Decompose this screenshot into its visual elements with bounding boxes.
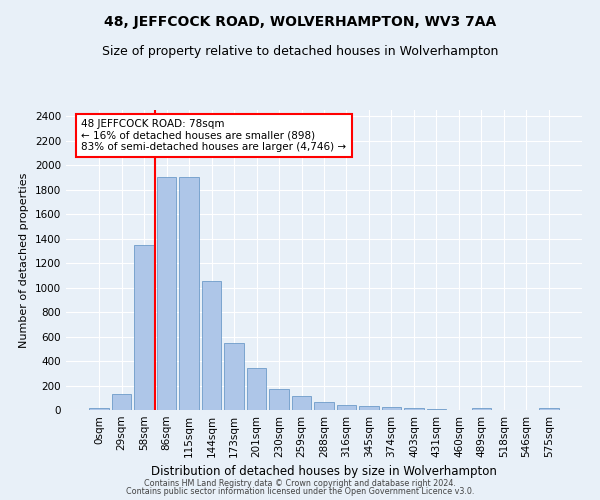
Bar: [292, 396, 311, 410]
Bar: [404, 408, 424, 410]
Bar: [269, 388, 289, 410]
Bar: [89, 408, 109, 410]
Bar: [472, 408, 491, 410]
Bar: [539, 408, 559, 410]
X-axis label: Distribution of detached houses by size in Wolverhampton: Distribution of detached houses by size …: [151, 466, 497, 478]
Text: 48, JEFFCOCK ROAD, WOLVERHAMPTON, WV3 7AA: 48, JEFFCOCK ROAD, WOLVERHAMPTON, WV3 7A…: [104, 15, 496, 29]
Bar: [382, 407, 401, 410]
Bar: [247, 368, 266, 410]
Text: Contains HM Land Registry data © Crown copyright and database right 2024.: Contains HM Land Registry data © Crown c…: [144, 478, 456, 488]
Bar: [202, 282, 221, 410]
Bar: [112, 394, 131, 410]
Bar: [427, 409, 446, 410]
Y-axis label: Number of detached properties: Number of detached properties: [19, 172, 29, 348]
Bar: [134, 244, 154, 410]
Text: 48 JEFFCOCK ROAD: 78sqm
← 16% of detached houses are smaller (898)
83% of semi-d: 48 JEFFCOCK ROAD: 78sqm ← 16% of detache…: [82, 119, 347, 152]
Bar: [337, 405, 356, 410]
Bar: [157, 178, 176, 410]
Text: Contains public sector information licensed under the Open Government Licence v3: Contains public sector information licen…: [126, 488, 474, 496]
Bar: [359, 406, 379, 410]
Bar: [179, 178, 199, 410]
Text: Size of property relative to detached houses in Wolverhampton: Size of property relative to detached ho…: [102, 45, 498, 58]
Bar: [314, 402, 334, 410]
Bar: [224, 344, 244, 410]
